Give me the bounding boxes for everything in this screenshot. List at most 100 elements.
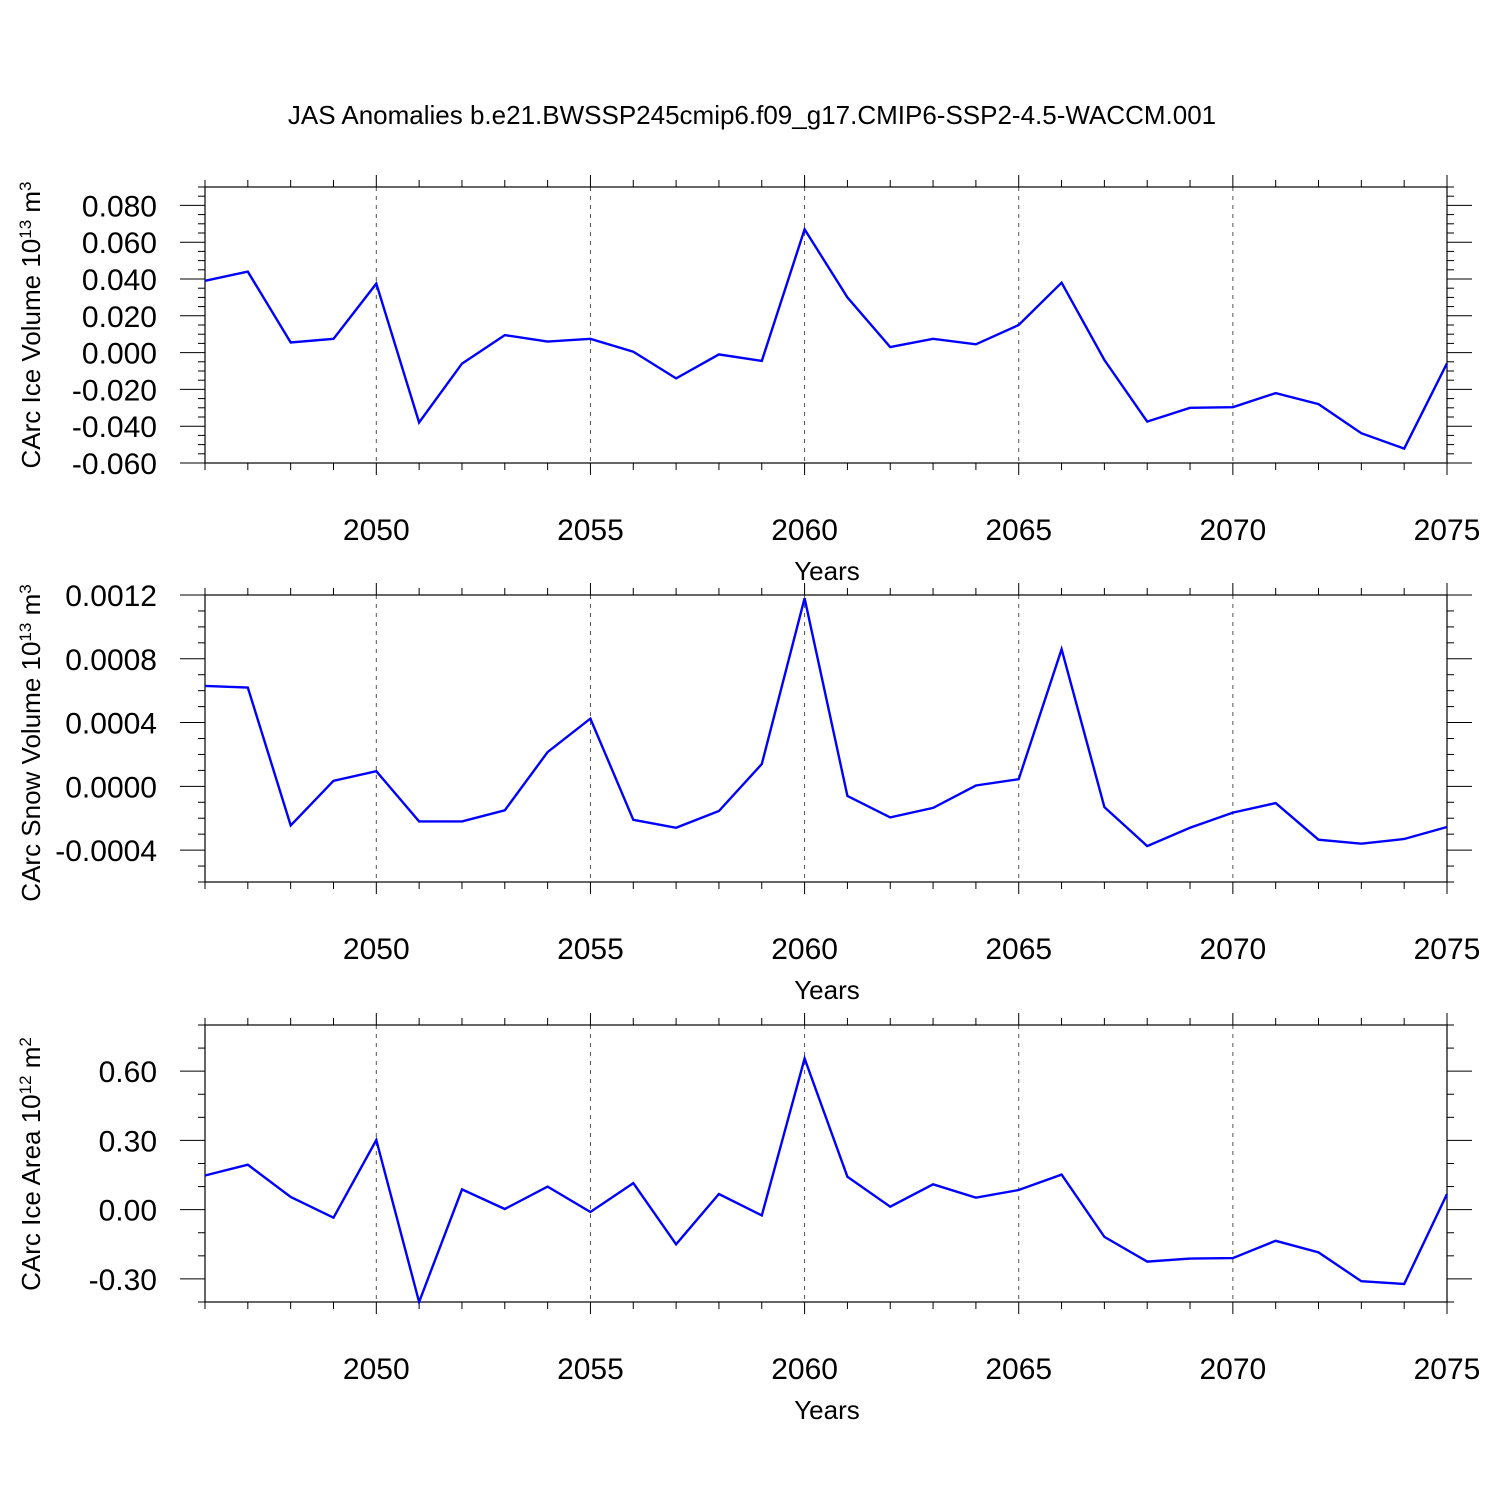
y-axis-label: CArc Ice Area 1012 m2	[16, 1037, 47, 1291]
x-tick-label: 2065	[985, 514, 1052, 547]
data-point	[289, 824, 291, 826]
x-tick-label: 2050	[343, 933, 410, 966]
data-point	[504, 1208, 506, 1210]
data-point	[803, 597, 805, 599]
data-point	[1146, 420, 1148, 422]
data-point	[1018, 1189, 1020, 1191]
data-point	[247, 270, 249, 272]
data-point	[1232, 406, 1234, 408]
data-point	[1360, 432, 1362, 434]
y-tick-label: 0.060	[82, 227, 157, 260]
data-point	[204, 280, 206, 282]
data-point	[975, 784, 977, 786]
data-point	[546, 340, 548, 342]
data-point	[803, 1057, 805, 1059]
panel-3: -0.30 0.00 0.30 0.60 2050 2055 2060 2065 2070 207…	[16, 1013, 1481, 1425]
data-point	[589, 338, 591, 340]
x-tick-label: 2075	[1414, 1353, 1481, 1386]
data-point	[675, 827, 677, 829]
y-tick-label: 0.60	[99, 1056, 157, 1089]
data-point	[589, 1211, 591, 1213]
data-point	[1317, 403, 1319, 405]
data-point	[1274, 392, 1276, 394]
data-point	[1103, 359, 1105, 361]
data-point	[1274, 1240, 1276, 1242]
data-point	[718, 353, 720, 355]
data-point	[632, 1182, 634, 1184]
data-point	[718, 810, 720, 812]
y-tick-label: -0.020	[72, 374, 157, 407]
data-point	[1403, 447, 1405, 449]
x-tick-label: 2070	[1199, 514, 1266, 547]
data-point	[932, 338, 934, 340]
data-point	[803, 228, 805, 230]
data-point	[247, 1163, 249, 1165]
plot-frame	[204, 1024, 1448, 1303]
x-tick-label: 2055	[557, 933, 624, 966]
data-point	[846, 296, 848, 298]
data-point	[889, 816, 891, 818]
x-tick-label: 2060	[771, 514, 838, 547]
data-point	[461, 362, 463, 364]
data-point	[504, 809, 506, 811]
y-tick-label: 0.0000	[65, 771, 157, 804]
y-tick-label: -0.040	[72, 411, 157, 444]
x-tick-label: 2070	[1199, 1353, 1266, 1386]
data-point	[1060, 1173, 1062, 1175]
data-point	[1146, 845, 1148, 847]
data-point	[632, 350, 634, 352]
data-point	[289, 1196, 291, 1198]
data-point	[1232, 1257, 1234, 1259]
panel-2: -0.0004 0.0000 0.0004 0.0008 0.0012 2050 2055 2…	[16, 580, 1481, 1005]
data-point	[1189, 407, 1191, 409]
data-point	[1060, 281, 1062, 283]
x-tick-label: 2075	[1414, 933, 1481, 966]
y-tick-label: 0.0004	[65, 708, 157, 741]
series-line	[204, 226, 1449, 451]
data-point	[1317, 1251, 1319, 1253]
data-point	[1403, 838, 1405, 840]
data-point	[761, 360, 763, 362]
data-point	[761, 1214, 763, 1216]
data-point	[375, 282, 377, 284]
data-point	[1232, 811, 1234, 813]
data-point	[1146, 1260, 1148, 1262]
y-tick-label: 0.040	[82, 264, 157, 297]
y-tick-label: 0.00	[99, 1195, 157, 1228]
data-point	[1189, 827, 1191, 829]
x-tick-label: 2060	[771, 1353, 838, 1386]
data-point	[932, 807, 934, 809]
y-axis-label: CArc Snow Volume 1013 m3	[16, 584, 47, 901]
data-point	[1446, 362, 1448, 364]
data-point	[418, 820, 420, 822]
data-point	[1018, 324, 1020, 326]
data-point	[546, 751, 548, 753]
data-point	[204, 685, 206, 687]
data-point	[1446, 1193, 1448, 1195]
data-point	[1060, 648, 1062, 650]
chart-title: JAS Anomalies b.e21.BWSSP245cmip6.f09_g1…	[288, 100, 1216, 130]
plot-frame	[204, 594, 1448, 883]
data-point	[1446, 826, 1448, 828]
data-point	[846, 1175, 848, 1177]
data-point	[1103, 1236, 1105, 1238]
x-tick-label: 2055	[557, 1353, 624, 1386]
x-tick-label: 2060	[771, 933, 838, 966]
data-point	[718, 1193, 720, 1195]
data-point	[889, 1205, 891, 1207]
data-point	[289, 341, 291, 343]
data-point	[546, 1185, 548, 1187]
data-point	[332, 338, 334, 340]
data-point	[589, 717, 591, 719]
data-point	[247, 686, 249, 688]
x-tick-label: 2065	[985, 933, 1052, 966]
x-axis-label: Years	[794, 556, 860, 586]
data-point	[632, 819, 634, 821]
x-axis-label: Years	[794, 1395, 860, 1425]
y-tick-label: 0.0008	[65, 644, 157, 677]
data-point	[846, 795, 848, 797]
y-tick-label: 0.080	[82, 190, 157, 223]
